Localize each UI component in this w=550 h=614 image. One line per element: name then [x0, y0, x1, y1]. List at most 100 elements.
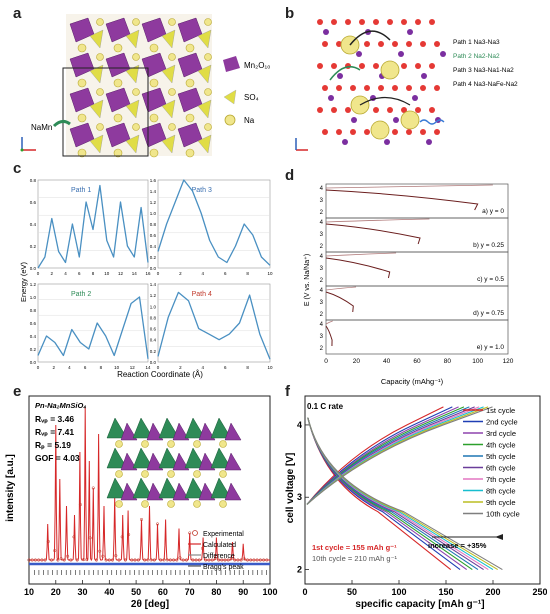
mno4-tetrahedron [146, 422, 164, 441]
sio4-tetrahedron [210, 417, 232, 439]
sio4-tetrahedron [132, 477, 154, 499]
inset-crystal-structure [106, 417, 242, 508]
voltage-tick-label: 4 [320, 220, 324, 226]
so4-tetrahedron [89, 29, 104, 49]
cycle-legend-label: 5th cycle [486, 452, 516, 461]
mn-atom [337, 73, 343, 79]
y-tick-label: 0.2 [150, 255, 157, 260]
x-tick-label: 4 [202, 271, 205, 276]
experimental-point [217, 558, 221, 562]
na-atom [168, 88, 176, 96]
experimental-point [88, 536, 92, 540]
na-atom [185, 113, 195, 123]
experimental-point [82, 558, 86, 562]
axis-b-icon [20, 148, 24, 152]
mno4-tetrahedron [120, 482, 138, 501]
na-atom [149, 43, 159, 53]
oxygen-atom [434, 85, 440, 91]
mno4-tetrahedron [172, 452, 190, 471]
x-tick-label: 2 [52, 365, 55, 370]
oxygen-atom [345, 107, 351, 113]
two-theta-tick-label: 80 [211, 587, 221, 597]
sio4-tetrahedron [106, 447, 128, 469]
oxygen-atom [317, 63, 323, 69]
composition-label: d) y = 0.75 [473, 310, 504, 317]
two-theta-axis-label: 2θ [deg] [131, 599, 169, 610]
na-atom [204, 123, 212, 131]
experimental-point [229, 557, 233, 561]
panel-d-voltage-profiles: E (V vs. Na/Na⁺) Capacity (mAhg⁻¹) 4 3 2 a)… [300, 180, 545, 388]
na-atom [141, 500, 149, 508]
voltage-row-frame [325, 183, 509, 219]
compound-formula: Pn-Na₂MnSiO₄ [35, 401, 86, 410]
discharge-curve [325, 189, 479, 211]
panel-a-crystal-structure: Mn₂O₁₀ SO₄ Na NaMn [18, 10, 280, 160]
y-tick-label: 0.6 [150, 233, 157, 238]
y-tick-label: 0.0 [30, 360, 37, 365]
unit-cell-box [62, 67, 149, 157]
na-legend-icon [224, 114, 236, 126]
so4-tetrahedron [161, 64, 176, 84]
y-tick-label: 1.2 [30, 282, 37, 287]
energy-subplot-frame [157, 179, 271, 269]
oxygen-atom [322, 129, 328, 135]
na-atom [77, 148, 87, 158]
sio4-tetrahedron [106, 417, 128, 439]
y-tick-label: 1.2 [150, 200, 157, 205]
oxygen-atom [401, 107, 407, 113]
oxygen-atom [420, 85, 426, 91]
na-atom [77, 43, 87, 53]
capacity-tick-label: 60 [413, 358, 421, 365]
so4-tetrahedron [197, 64, 212, 84]
legend-difference: Difference [203, 553, 235, 560]
path-4-arrow [419, 119, 445, 125]
experimental-point [143, 558, 147, 562]
path-4-label: Path 4 Na3-NaFe-Na2 [453, 81, 518, 88]
na-site [400, 110, 420, 130]
y-tick-label: 1.2 [150, 293, 157, 298]
two-theta-tick-label: 10 [24, 587, 34, 597]
energy-subplot-frame [37, 179, 149, 269]
cycling-chart: cell voltage [V] specific capacity [mAh … [285, 395, 547, 610]
x-tick-label: 12 [118, 271, 124, 276]
mno4-tetrahedron [120, 422, 138, 441]
cycle-legend-label: 1st cycle [486, 406, 515, 415]
oxygen-atom [373, 107, 379, 113]
sio4-tetrahedron [132, 447, 154, 469]
mno4-tetrahedron [146, 452, 164, 471]
oxygen-atom [336, 129, 342, 135]
experimental-point [213, 556, 217, 560]
energy-curve [37, 296, 149, 359]
oxygen-atom [406, 129, 412, 135]
y-tick-label: 0.2 [150, 349, 157, 354]
na-atom [96, 18, 104, 26]
mn-atom [356, 51, 362, 57]
experimental-point [101, 554, 105, 558]
mn-atom [426, 139, 432, 145]
x-tick-label: 6 [224, 365, 227, 370]
oxygen-atom [331, 107, 337, 113]
mno4-tetrahedron [224, 482, 242, 501]
oxygen-atom [364, 85, 370, 91]
na-atom [167, 440, 175, 448]
oxygen-atom [336, 41, 342, 47]
oxygen-atom [345, 19, 351, 25]
energy-subplot-frame [37, 283, 149, 363]
oxygen-atom [406, 41, 412, 47]
voltage-tick-label: 2 [297, 565, 302, 575]
energy-curve [157, 179, 271, 266]
na-atom [141, 470, 149, 478]
xrd-frame [28, 395, 271, 585]
experimental-point [149, 558, 153, 562]
subplot-title: Path 1 [71, 187, 91, 194]
experimental-point [207, 558, 211, 562]
energy-subplot-frame [157, 283, 271, 363]
energy-curve [157, 291, 271, 360]
na-atom [113, 148, 123, 158]
experimental-point [56, 558, 60, 562]
namn-annotation: NaMn [31, 123, 52, 132]
charge-curve [306, 406, 493, 505]
experimental-point [162, 558, 166, 562]
experimental-point [178, 556, 182, 560]
so4-legend-icon [223, 89, 237, 105]
